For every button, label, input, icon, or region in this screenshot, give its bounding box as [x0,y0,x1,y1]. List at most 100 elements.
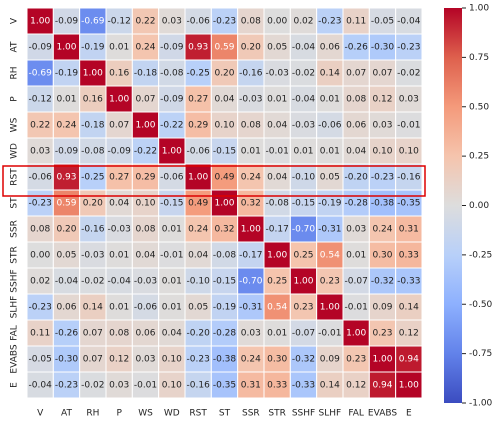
cell-label: 0.01 [162,277,182,287]
cell-label: 0.07 [83,329,103,339]
cell-label: -0.10 [292,173,316,183]
x-tick-label: RST [189,409,207,419]
cell-label: 0.22 [135,17,155,27]
cell-label: 0.07 [135,95,155,105]
cell-label: 0.06 [135,329,155,339]
cell [316,33,344,61]
cell-label: 0.04 [162,329,182,339]
cell-label: -0.12 [29,95,52,105]
cell-label: 0.10 [135,199,155,209]
cell [52,371,81,399]
cell-label: -0.23 [187,355,210,365]
cell-label: 0.14 [399,303,419,313]
cell-label: -0.35 [397,199,420,209]
x-tick-label: STR [268,409,285,419]
cell-label: 0.08 [241,17,261,27]
cell-label: -0.02 [81,277,104,287]
cell-label: 0.20 [214,69,234,79]
cell [52,137,81,165]
cell-label: -0.25 [187,69,210,79]
cell [210,33,239,61]
cell [158,7,186,35]
y-tick-label: WD [10,143,20,159]
colorbar [444,8,462,403]
cell [342,111,370,139]
cell-label: 0.29 [188,121,208,131]
cell-label: 1.00 [109,95,129,105]
cell [237,85,265,113]
cell-label: 0.59 [56,199,76,209]
cell-label: 0.03 [372,121,392,131]
cell [184,371,212,399]
cell [316,59,344,87]
x-tick-label: RH [86,409,99,419]
cell [395,189,423,217]
cell-label: -0.09 [29,43,53,53]
cell-label: 0.08 [346,95,366,105]
cell-label: -0.23 [397,43,420,53]
colorbar-tick-label: -0.75 [469,349,492,359]
cell [342,319,370,347]
cell [368,111,397,139]
cell [289,189,318,217]
cell-label: 0.24 [241,355,261,365]
cell-label: 0.10 [399,147,419,157]
y-tick-label: RST [10,168,20,186]
y-tick-label: RH [10,66,20,79]
cell [131,267,160,295]
cell-label: -0.16 [397,173,421,183]
cell [342,241,370,269]
cell-label: 0.02 [30,277,50,287]
cell-label: -0.15 [213,147,236,157]
cell-label: -0.26 [345,43,369,53]
colorbar-tick-label: 0.00 [469,201,489,211]
cell [26,59,54,87]
x-tick-label: EVABS [368,409,397,419]
cell-label: 0.23 [293,303,313,313]
cell [237,215,265,243]
cell [342,137,370,165]
cell-label: -0.04 [108,277,132,287]
y-tick-label: FAL [10,325,20,341]
cell-label: 0.04 [267,173,287,183]
cell-label: -0.04 [29,381,53,391]
cell-label: 0.03 [135,355,155,365]
cell-label: 1.00 [267,251,287,261]
cell-label: -0.06 [134,303,158,313]
cell-label: -0.23 [213,17,236,27]
heatmap: 1.00 -0.09 -0.69 -0.12 0.22 0.03 -0.06 -0.23 0.0… [26,7,423,399]
cell-label: 1.00 [346,329,366,339]
cell [368,215,397,243]
cell-label: 1.00 [30,17,50,27]
cell-label: 1.00 [162,147,182,157]
x-tick-label: V [37,409,44,419]
cell [105,111,133,139]
cell-label: 0.01 [267,95,287,105]
cell-label: 1.00 [293,277,313,287]
cell-label: -0.07 [345,277,368,287]
cell-label: -0.18 [134,69,158,79]
cell-label: 0.08 [241,121,261,131]
cell-label: 0.03 [399,95,419,105]
cell [210,7,239,35]
cell-label: 0.12 [399,329,419,339]
cell-label: -0.28 [213,329,237,339]
cell-label: -0.26 [55,329,79,339]
cell [316,345,344,373]
cell [131,163,160,191]
cell [26,293,54,321]
cell-label: 1.00 [214,199,234,209]
cell [26,345,54,373]
cell [368,7,397,35]
cell-label: 0.01 [293,147,313,157]
cell-label: 0.01 [346,251,366,261]
cell-label: 0.08 [30,225,50,235]
cell [79,293,107,321]
cell-label: 0.04 [267,121,287,131]
colorbar-tick-label: -0.25 [469,250,492,260]
cell-label: -0.69 [29,69,53,79]
cell [210,85,239,113]
cell-label: 0.01 [109,43,129,53]
cell-label: 0.54 [267,303,287,313]
cell [237,371,265,399]
